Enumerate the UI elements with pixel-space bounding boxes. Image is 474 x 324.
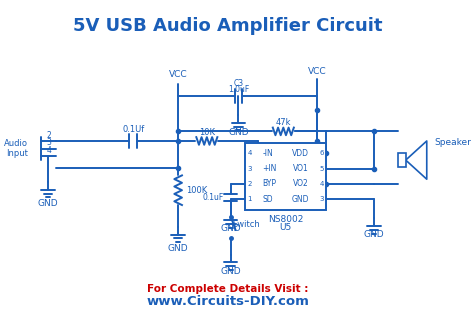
- Text: 6: 6: [319, 150, 324, 156]
- Text: Switch: Switch: [232, 220, 260, 229]
- Text: +IN: +IN: [262, 164, 277, 173]
- Text: 4: 4: [248, 150, 252, 156]
- Text: 4: 4: [319, 181, 324, 187]
- Text: 3: 3: [46, 138, 52, 147]
- Text: Speaker: Speaker: [434, 138, 471, 147]
- Bar: [398, 153, 406, 167]
- Text: 5V USB Audio Amplifier Circuit: 5V USB Audio Amplifier Circuit: [73, 17, 383, 35]
- Text: For Complete Details Visit :: For Complete Details Visit :: [147, 284, 309, 294]
- Text: 5: 5: [319, 166, 324, 172]
- Text: www.Circuits-DIY.com: www.Circuits-DIY.com: [146, 295, 310, 308]
- Text: 3: 3: [247, 166, 252, 172]
- Text: 1.0uF: 1.0uF: [228, 85, 249, 94]
- Text: U5: U5: [280, 224, 292, 233]
- Text: 100K: 100K: [186, 186, 207, 195]
- Text: GND: GND: [220, 225, 241, 233]
- Text: 2: 2: [46, 131, 52, 140]
- Text: 47k: 47k: [275, 118, 291, 127]
- Text: 2: 2: [248, 181, 252, 187]
- Text: Audio
Input: Audio Input: [4, 139, 28, 158]
- Text: 3: 3: [319, 196, 324, 202]
- Text: GND: GND: [364, 230, 384, 239]
- Text: BYP: BYP: [262, 179, 276, 189]
- Text: VCC: VCC: [169, 71, 187, 79]
- Text: SD: SD: [262, 195, 273, 204]
- Text: C3: C3: [233, 79, 244, 88]
- Text: NS8002: NS8002: [268, 215, 303, 224]
- Text: 1: 1: [247, 196, 252, 202]
- Text: 0.1uF: 0.1uF: [203, 193, 224, 202]
- Text: GND: GND: [228, 128, 249, 137]
- Text: VDD: VDD: [292, 149, 309, 158]
- Text: GND: GND: [168, 244, 189, 252]
- Text: VO1: VO1: [293, 164, 309, 173]
- Text: GND: GND: [292, 195, 309, 204]
- Text: GND: GND: [220, 267, 241, 275]
- Bar: [245, 143, 327, 210]
- Text: VCC: VCC: [308, 67, 326, 76]
- Text: GND: GND: [38, 199, 58, 208]
- Text: -IN: -IN: [262, 149, 273, 158]
- Text: 10K: 10K: [199, 128, 215, 137]
- Text: 0.1Uf: 0.1Uf: [122, 125, 144, 134]
- Text: VO2: VO2: [293, 179, 309, 189]
- Text: 4: 4: [46, 146, 52, 155]
